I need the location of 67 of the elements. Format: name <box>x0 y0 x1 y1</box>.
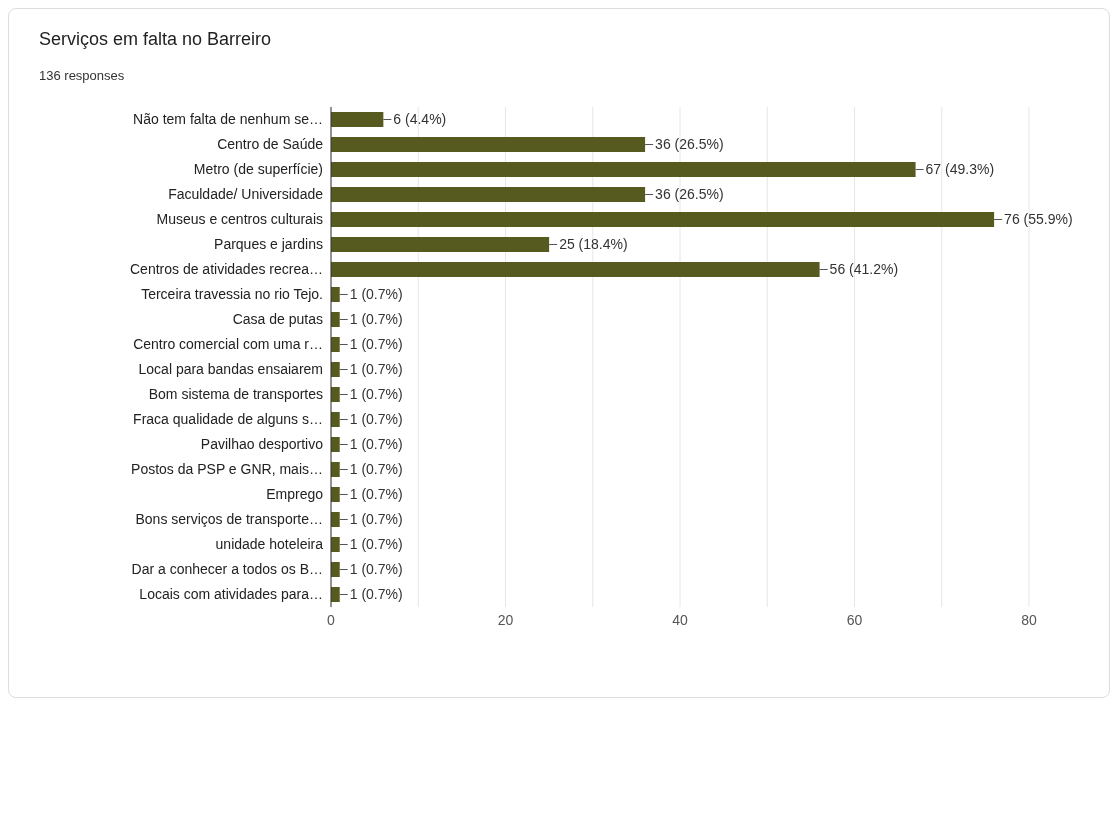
bar <box>331 387 340 402</box>
y-tick-label: Centro comercial com uma r… <box>133 336 323 353</box>
bar <box>331 412 340 427</box>
bar <box>331 187 646 202</box>
y-tick-label: Locais com atividades para… <box>139 586 323 603</box>
x-tick-label: 0 <box>327 611 336 628</box>
data-label: 36 (26.5%) <box>655 186 724 203</box>
y-tick-label: Parques e jardins <box>214 236 323 253</box>
y-tick-label: Não tem falta de nenhum se… <box>133 111 323 128</box>
data-label: 76 (55.9%) <box>1004 211 1073 228</box>
bar <box>331 112 384 127</box>
text: Serviços em falta no Barreiro <box>39 29 273 50</box>
data-label: 1 (0.7%) <box>349 436 403 453</box>
data-label: 1 (0.7%) <box>349 586 403 603</box>
data-label: 67 (49.3%) <box>925 161 995 178</box>
y-tick-label: Local para bandas ensaiarem <box>138 361 323 378</box>
data-label: 36 (26.5%) <box>655 136 724 153</box>
data-label: 1 (0.7%) <box>349 461 403 478</box>
y-tick-label: Museus e centros culturais <box>156 211 323 228</box>
bar <box>331 512 340 527</box>
data-label: 6 (4.4%) <box>393 111 447 128</box>
bar <box>331 487 340 502</box>
y-tick-label: Faculdade/ Universidade <box>168 186 324 203</box>
data-label: 1 (0.7%) <box>349 486 403 503</box>
bar <box>331 437 340 452</box>
data-label: 1 (0.7%) <box>349 411 403 428</box>
bar <box>331 137 646 152</box>
bar <box>331 562 340 577</box>
y-tick-label: Emprego <box>266 486 324 503</box>
data-label: 1 (0.7%) <box>349 286 403 303</box>
y-tick-label: Bom sistema de transportes <box>148 386 323 403</box>
x-tick-label: 40 <box>672 611 688 628</box>
y-tick-label: unidade hoteleira <box>215 536 324 553</box>
data-label: 1 (0.7%) <box>349 536 403 553</box>
y-tick-label: Centros de atividades recrea… <box>130 261 323 278</box>
y-tick-label: Bons serviços de transporte… <box>135 511 323 528</box>
data-label: 1 (0.7%) <box>349 311 403 328</box>
bar <box>331 337 340 352</box>
data-label: 1 (0.7%) <box>349 511 403 528</box>
data-label: 56 (41.2%) <box>829 261 899 278</box>
y-tick-label: Dar a conhecer a todos os B… <box>131 561 323 578</box>
y-tick-label: Metro (de superfície) <box>193 161 323 178</box>
bar <box>331 287 340 302</box>
bar <box>331 162 916 177</box>
bar <box>331 362 340 377</box>
bar <box>331 462 340 477</box>
x-tick-label: 60 <box>846 611 863 628</box>
bar <box>331 212 995 227</box>
bar <box>331 312 340 327</box>
bar <box>331 537 340 552</box>
y-tick-label: Casa de putas <box>232 311 323 328</box>
data-label: 1 (0.7%) <box>349 561 403 578</box>
x-tick-label: 80 <box>1021 611 1037 628</box>
text: 136 responses <box>39 68 126 83</box>
data-label: 1 (0.7%) <box>349 386 403 403</box>
y-tick-label: Fraca qualidade de alguns s… <box>133 411 323 428</box>
data-label: 25 (18.4%) <box>559 236 628 253</box>
y-tick-label: Terceira travessia no rio Tejo. <box>141 286 323 303</box>
data-label: 1 (0.7%) <box>349 361 403 378</box>
y-tick-label: Pavilhao desportivo <box>200 436 324 453</box>
bar <box>331 237 550 252</box>
y-tick-label: Centro de Saúde <box>217 136 324 153</box>
x-tick-label: 20 <box>497 611 514 628</box>
data-label: 1 (0.7%) <box>349 336 403 353</box>
bar <box>331 587 340 602</box>
y-tick-label: Postos da PSP e GNR, mais… <box>131 461 323 478</box>
bar <box>331 262 820 277</box>
